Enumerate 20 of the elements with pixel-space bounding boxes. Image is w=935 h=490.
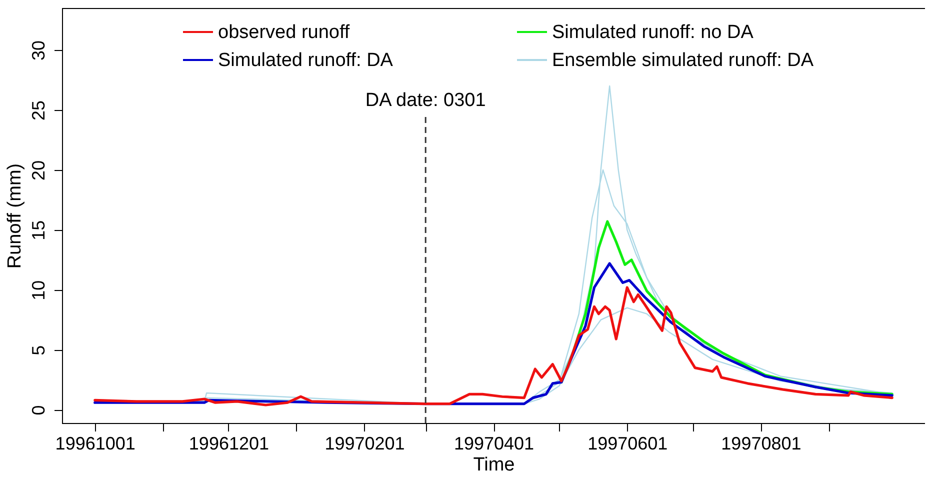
y-tick-label: 25	[28, 100, 48, 120]
legend-label: Simulated runoff: no DA	[552, 22, 754, 43]
x-tick-label: 19970401	[454, 434, 534, 454]
legend-label: Simulated runoff: DA	[218, 50, 394, 71]
y-axis-title: Runoff (mm)	[4, 163, 26, 269]
x-tick-label: 19961001	[55, 434, 136, 454]
y-tick-label: 0	[28, 405, 48, 416]
x-tick-label: 19970601	[588, 434, 668, 454]
x-tick-label: 19970201	[324, 434, 405, 454]
ref-line-label: DA date: 0301	[365, 90, 486, 111]
legend-label: Ensemble simulated runoff: DA	[552, 50, 814, 71]
y-tick-label: 30	[28, 40, 48, 60]
y-tick-label: 10	[28, 280, 48, 300]
x-tick-label: 19961201	[188, 434, 270, 454]
legend-label: observed runoff	[218, 22, 350, 43]
x-axis-title: Time	[473, 454, 515, 476]
x-tick-label: 19970801	[721, 434, 802, 454]
y-tick-label: 5	[28, 345, 48, 356]
y-tick-label: 15	[28, 220, 48, 240]
y-tick-label: 20	[28, 160, 48, 180]
